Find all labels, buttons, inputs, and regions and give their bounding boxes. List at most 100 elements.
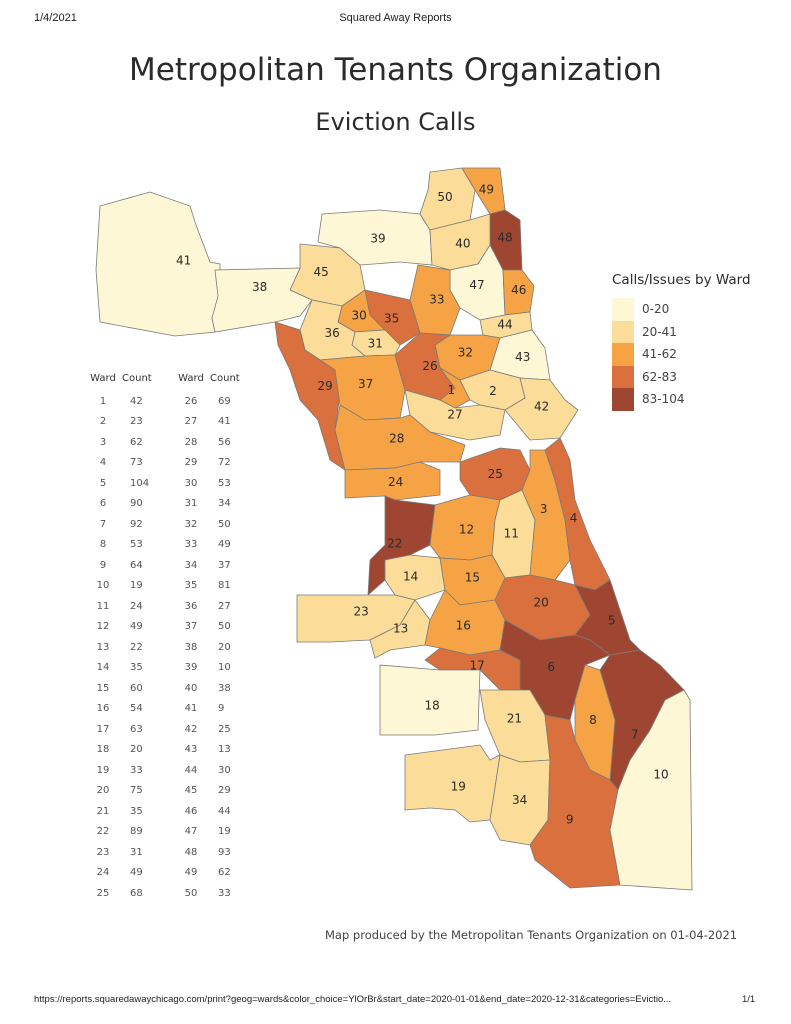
legend-title: Calls/Issues by Ward bbox=[612, 272, 751, 288]
ward-number-cell: 27 bbox=[184, 416, 198, 428]
table-row: 10 19 bbox=[86, 576, 176, 597]
ward-46-shape[interactable] bbox=[502, 269, 535, 316]
ward-number-cell: 22 bbox=[96, 826, 110, 838]
count-cell: 54 bbox=[130, 703, 143, 715]
legend-item: 41-62 bbox=[612, 343, 751, 366]
legend-swatch bbox=[612, 365, 634, 388]
count-cell: 75 bbox=[130, 785, 143, 797]
table-row: 6 90 bbox=[86, 494, 176, 515]
ward-number-cell: 43 bbox=[184, 744, 198, 756]
print-date: 1/4/2021 bbox=[34, 12, 77, 24]
ward-label: 9 bbox=[566, 813, 574, 827]
count-cell: 27 bbox=[218, 600, 231, 612]
table-row: 49 62 bbox=[174, 863, 264, 884]
page-title: Metropolitan Tenants Organization bbox=[129, 52, 662, 88]
table-row: 20 75 bbox=[86, 781, 176, 802]
ward-number-cell: 16 bbox=[96, 703, 110, 715]
table-row: 39 10 bbox=[174, 658, 264, 679]
ward-label: 32 bbox=[458, 346, 473, 360]
table-row: 21 35 bbox=[86, 801, 176, 822]
table-row: 33 49 bbox=[174, 535, 264, 556]
ward-number-cell: 42 bbox=[184, 723, 198, 735]
table-row: 17 63 bbox=[86, 719, 176, 740]
ward-label: 13 bbox=[393, 622, 408, 636]
ward-10-shape[interactable] bbox=[609, 689, 693, 891]
ward-number-cell: 8 bbox=[99, 539, 107, 551]
ward-number-cell: 14 bbox=[96, 662, 110, 674]
ward-number-cell: 24 bbox=[96, 867, 110, 879]
count-cell: 89 bbox=[130, 826, 143, 838]
ward-label: 15 bbox=[465, 571, 480, 585]
ward-19-shape[interactable] bbox=[404, 744, 501, 823]
print-header-title: Squared Away Reports bbox=[339, 12, 452, 24]
count-cell: 20 bbox=[218, 641, 231, 653]
ward-number-cell: 39 bbox=[184, 662, 198, 674]
ward-number-cell: 37 bbox=[184, 621, 198, 633]
table-row: 4 73 bbox=[86, 453, 176, 474]
ward-24-shape[interactable] bbox=[344, 461, 441, 501]
table-row: 15 60 bbox=[86, 678, 176, 699]
ward-41-shape[interactable] bbox=[95, 191, 221, 337]
count-cell: 73 bbox=[130, 457, 143, 469]
ward-28-shape[interactable] bbox=[334, 404, 466, 471]
ward-label: 31 bbox=[368, 336, 383, 350]
ward-label: 28 bbox=[389, 431, 404, 445]
count-cell: 50 bbox=[218, 518, 231, 530]
count-cell: 50 bbox=[218, 621, 231, 633]
ward-14-shape[interactable] bbox=[384, 554, 446, 601]
ward-label: 33 bbox=[429, 293, 444, 307]
table-row: 31 34 bbox=[174, 494, 264, 515]
ward-label: 38 bbox=[252, 280, 267, 294]
ward-label: 20 bbox=[533, 596, 548, 610]
count-cell: 104 bbox=[130, 477, 150, 489]
count-cell: 19 bbox=[130, 580, 143, 592]
table-header: Ward Count bbox=[86, 373, 176, 391]
count-cell: 60 bbox=[130, 682, 143, 694]
count-cell: 24 bbox=[130, 600, 143, 612]
column-header-ward: Ward bbox=[178, 373, 204, 384]
count-cell: 53 bbox=[130, 539, 143, 551]
ward-number-cell: 31 bbox=[184, 498, 198, 510]
ward-label: 40 bbox=[455, 237, 470, 251]
ward-label: 6 bbox=[547, 660, 555, 674]
table-row: 40 38 bbox=[174, 678, 264, 699]
ward-number-cell: 41 bbox=[184, 703, 198, 715]
count-cell: 93 bbox=[218, 846, 231, 858]
table-row: 34 37 bbox=[174, 555, 264, 576]
ward-number-cell: 32 bbox=[184, 518, 198, 530]
table-row: 35 81 bbox=[174, 576, 264, 597]
map-credit: Map produced by the Metropolitan Tenants… bbox=[325, 928, 738, 942]
ward-label: 43 bbox=[515, 350, 530, 364]
count-cell: 63 bbox=[130, 723, 143, 735]
ward-number-cell: 18 bbox=[96, 744, 110, 756]
ward-number-cell: 15 bbox=[96, 682, 110, 694]
table-row: 25 68 bbox=[86, 883, 176, 904]
ward-label: 47 bbox=[469, 278, 484, 292]
ward-number-cell: 49 bbox=[184, 867, 198, 879]
count-cell: 41 bbox=[218, 416, 231, 428]
ward-label: 29 bbox=[318, 379, 333, 393]
ward-number-cell: 5 bbox=[99, 477, 107, 489]
ward-number-cell: 30 bbox=[184, 477, 198, 489]
count-cell: 33 bbox=[218, 887, 231, 899]
count-cell: 42 bbox=[130, 395, 143, 407]
count-cell: 9 bbox=[218, 703, 225, 715]
ward-38-shape[interactable] bbox=[211, 267, 313, 333]
table-row: 50 33 bbox=[174, 883, 264, 904]
ward-number-cell: 6 bbox=[99, 498, 107, 510]
ward-label: 45 bbox=[313, 265, 328, 279]
ward-label: 30 bbox=[352, 308, 367, 322]
ward-number-cell: 28 bbox=[184, 436, 198, 448]
ward-18-shape[interactable] bbox=[379, 664, 481, 736]
ward-label: 16 bbox=[456, 618, 471, 632]
table-row: 14 35 bbox=[86, 658, 176, 679]
count-cell: 13 bbox=[218, 744, 231, 756]
legend-swatch bbox=[612, 343, 634, 366]
ward-label: 1 bbox=[447, 383, 455, 397]
count-cell: 53 bbox=[218, 477, 231, 489]
ward-number-cell: 29 bbox=[184, 457, 198, 469]
table-row: 37 50 bbox=[174, 617, 264, 638]
legend-item: 83-104 bbox=[612, 388, 751, 411]
ward-39-shape[interactable] bbox=[317, 209, 433, 266]
